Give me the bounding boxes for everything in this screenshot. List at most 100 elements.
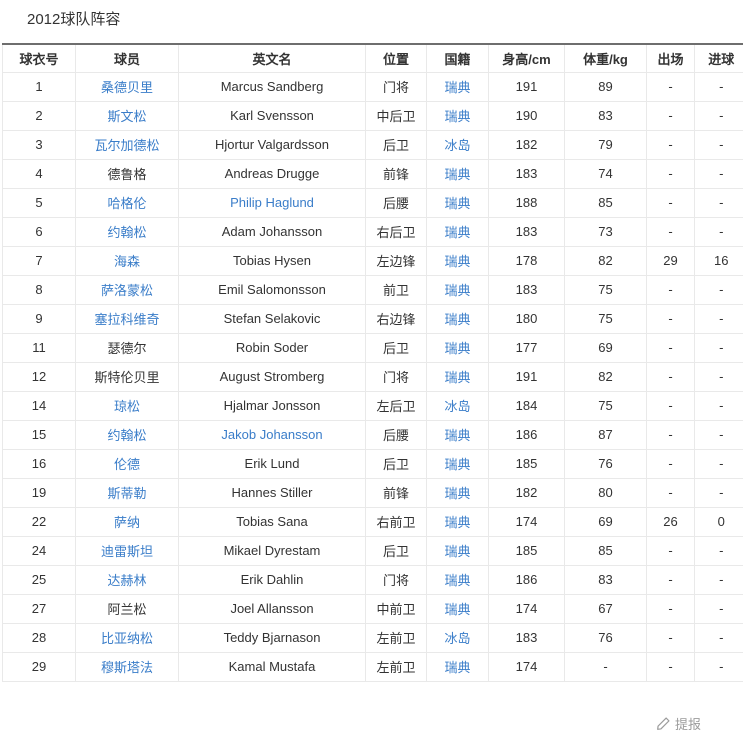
player-name-cell-link[interactable]: 琼松 [114, 399, 140, 414]
player-name-cell-link[interactable]: 约翰松 [107, 225, 146, 240]
player-name-cell: 瓦尔加德松 [76, 130, 179, 159]
position-cell: 左前卫 [366, 652, 427, 681]
page-title: 2012球队阵容 [27, 8, 120, 29]
nationality-cell-link[interactable]: 瑞典 [444, 660, 470, 675]
nationality-cell-link[interactable]: 瑞典 [444, 225, 470, 240]
english-name-cell-link[interactable]: Philip Haglund [230, 195, 314, 210]
player-name-cell-link[interactable]: 斯蒂勒 [107, 486, 146, 501]
weight-cell: 74 [565, 159, 647, 188]
player-name-cell: 伦德 [76, 449, 179, 478]
english-name-cell: Erik Lund [179, 449, 366, 478]
weight-cell: 67 [565, 594, 647, 623]
nationality-cell-link[interactable]: 瑞典 [444, 370, 470, 385]
player-name-cell: 萨洛蒙松 [76, 275, 179, 304]
nationality-cell: 冰岛 [427, 130, 489, 159]
nationality-cell-link[interactable]: 瑞典 [444, 109, 470, 124]
nationality-cell: 瑞典 [427, 333, 489, 362]
player-name-cell-link[interactable]: 哈格伦 [107, 196, 146, 211]
player-name-cell-link[interactable]: 萨洛蒙松 [101, 283, 153, 298]
nationality-cell: 瑞典 [427, 275, 489, 304]
player-name-cell-link[interactable]: 斯文松 [107, 109, 146, 124]
jersey-number-cell: 7 [3, 246, 76, 275]
player-name-cell-link[interactable]: 桑德贝里 [101, 80, 153, 95]
player-name-cell-link[interactable]: 约翰松 [107, 428, 146, 443]
appearances-cell: - [647, 159, 695, 188]
weight-cell: 87 [565, 420, 647, 449]
nationality-cell-link[interactable]: 瑞典 [444, 515, 470, 530]
weight-cell: 89 [565, 72, 647, 101]
nationality-cell: 瑞典 [427, 565, 489, 594]
player-name-cell-link[interactable]: 海森 [114, 254, 140, 269]
player-name-cell-link[interactable]: 达赫林 [107, 573, 146, 588]
goals-cell: - [695, 565, 743, 594]
nationality-cell-link[interactable]: 瑞典 [444, 457, 470, 472]
weight-cell: 69 [565, 333, 647, 362]
height-cell: 174 [489, 594, 565, 623]
nationality-cell-link[interactable]: 瑞典 [444, 254, 470, 269]
nationality-cell-link[interactable]: 瑞典 [444, 167, 470, 182]
goals-cell: - [695, 159, 743, 188]
nationality-cell-link[interactable]: 瑞典 [444, 544, 470, 559]
nationality-cell: 瑞典 [427, 536, 489, 565]
nationality-cell-link[interactable]: 瑞典 [444, 341, 470, 356]
position-cell: 后卫 [366, 130, 427, 159]
position-cell: 右前卫 [366, 507, 427, 536]
player-name-cell-link[interactable]: 比亚纳松 [101, 631, 153, 646]
player-name-cell: 阿兰松 [76, 594, 179, 623]
jersey-number-cell: 12 [3, 362, 76, 391]
player-name-cell-link[interactable]: 瓦尔加德松 [94, 138, 159, 153]
height-cell: 182 [489, 130, 565, 159]
goals-cell: - [695, 623, 743, 652]
nationality-cell-link[interactable]: 瑞典 [444, 602, 470, 617]
jersey-number-cell: 14 [3, 391, 76, 420]
nationality-cell-link[interactable]: 瑞典 [444, 80, 470, 95]
nationality-cell-link[interactable]: 瑞典 [444, 283, 470, 298]
column-header-goals: 进球 [695, 44, 743, 72]
nationality-cell-link[interactable]: 冰岛 [444, 399, 470, 414]
nationality-cell-link[interactable]: 瑞典 [444, 312, 470, 327]
appearances-cell: - [647, 304, 695, 333]
weight-cell: 82 [565, 362, 647, 391]
nationality-cell: 瑞典 [427, 507, 489, 536]
player-name-cell-link[interactable]: 塞拉科维奇 [94, 312, 159, 327]
position-cell: 中后卫 [366, 101, 427, 130]
jersey-number-cell: 19 [3, 478, 76, 507]
player-name-cell: 海森 [76, 246, 179, 275]
player-name-cell: 斯蒂勒 [76, 478, 179, 507]
nationality-cell-link[interactable]: 瑞典 [444, 428, 470, 443]
goals-cell: - [695, 420, 743, 449]
english-name-cell: Joel Allansson [179, 594, 366, 623]
nationality-cell-link[interactable]: 瑞典 [444, 573, 470, 588]
height-cell: 190 [489, 101, 565, 130]
player-name-cell-link[interactable]: 迪雷斯坦 [101, 544, 153, 559]
player-name-cell-link[interactable]: 穆斯塔法 [101, 660, 153, 675]
english-name-cell: Tobias Sana [179, 507, 366, 536]
height-cell: 174 [489, 507, 565, 536]
english-name-cell-link[interactable]: Jakob Johansson [221, 427, 322, 442]
player-name-cell-link[interactable]: 伦德 [114, 457, 140, 472]
nationality-cell-link[interactable]: 瑞典 [444, 196, 470, 211]
report-error-button[interactable]: 提报 [656, 714, 701, 733]
height-cell: 174 [489, 652, 565, 681]
appearances-cell: - [647, 536, 695, 565]
jersey-number-cell: 16 [3, 449, 76, 478]
nationality-cell-link[interactable]: 冰岛 [444, 138, 470, 153]
player-name-cell-link[interactable]: 萨纳 [114, 515, 140, 530]
appearances-cell: - [647, 652, 695, 681]
nationality-cell-link[interactable]: 瑞典 [444, 486, 470, 501]
jersey-number-cell: 3 [3, 130, 76, 159]
appearances-cell: - [647, 130, 695, 159]
weight-cell: 73 [565, 217, 647, 246]
nationality-cell-link[interactable]: 冰岛 [444, 631, 470, 646]
